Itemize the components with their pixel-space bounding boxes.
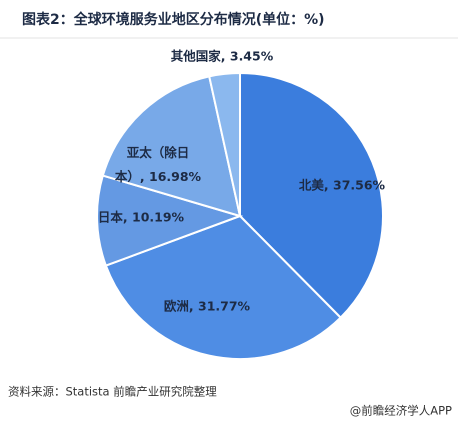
slice-label: 亚太（除日本）, 16.98% <box>115 145 202 184</box>
pie-slice <box>208 71 241 217</box>
label-line: 亚太（除日 <box>127 145 190 160</box>
slice-label: 其他国家, 3.45% <box>171 49 274 64</box>
source-note: 资料来源：Statista 前瞻产业研究院整理 <box>8 385 217 399</box>
pie: 北美, 37.56% 欧洲, 31.77% 日本, 10.19% 亚太（除日本）, 1… <box>96 49 386 360</box>
chart-title: 图表2：全球环境服务业地区分布情况(单位：%) <box>22 11 325 28</box>
label-line: 本）, 16.98% <box>115 169 202 184</box>
slice-label: 日本, 10.19% <box>98 210 185 225</box>
slice-label: 欧洲, 31.77% <box>164 299 251 314</box>
credit: @前瞻经济学人APP <box>350 404 452 418</box>
pie-slice <box>101 75 242 218</box>
slice-label: 北美, 37.56% <box>299 178 386 193</box>
pie-slice <box>239 71 384 320</box>
pie-slice <box>104 214 343 360</box>
pie-slice <box>96 174 244 267</box>
